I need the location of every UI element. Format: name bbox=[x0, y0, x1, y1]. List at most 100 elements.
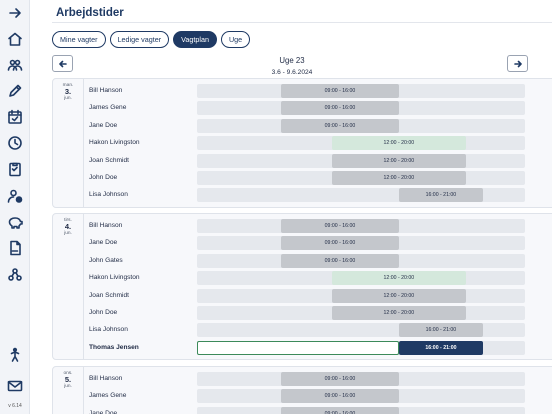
employee-name: John Doe bbox=[89, 174, 118, 181]
schedule-row[interactable]: Bill Hanson 09:00 - 16:00 bbox=[84, 218, 552, 235]
employee-name: James Gene bbox=[89, 392, 127, 400]
employee-name: Joan Schmidt bbox=[89, 291, 129, 299]
shift-bar[interactable]: 09:00 - 16:00 bbox=[281, 219, 399, 233]
schedule-row[interactable]: Jane Doe 09:00 - 16:00 bbox=[84, 235, 552, 252]
team-icon[interactable] bbox=[5, 55, 25, 75]
day-number: 3. bbox=[64, 87, 72, 96]
employee-name: Jane Doe bbox=[89, 121, 118, 129]
schedule-row[interactable]: Lisa Johnson 16:00 - 21:00 bbox=[84, 322, 552, 339]
schedule-row[interactable]: Lisa Johnson 16:00 - 21:00 bbox=[84, 187, 552, 204]
employee-name: Thomas Jensen bbox=[89, 343, 139, 351]
employee-name: Hakon Livingston bbox=[89, 139, 140, 147]
day-card: man. 3. jun. Bill Hanson 09:00 - 16:00 James … bbox=[52, 78, 552, 208]
schedule-row[interactable]: John Gates 09:00 - 16:00 bbox=[84, 253, 552, 270]
employee-name: Bill Hanson bbox=[89, 87, 123, 94]
shift-bar[interactable]: 09:00 - 16:00 bbox=[281, 236, 399, 251]
day-weekday: tirs. bbox=[64, 218, 72, 223]
shift-bar[interactable]: 09:00 - 16:00 bbox=[281, 101, 399, 116]
pdf-icon[interactable] bbox=[5, 238, 25, 258]
shift-track: 09:00 - 16:00 bbox=[197, 84, 525, 98]
shift-bar[interactable]: 16:00 - 21:00 bbox=[398, 340, 483, 355]
employee-name: Lisa Johnson bbox=[89, 191, 128, 199]
sidebar: v 6.14 bbox=[0, 0, 30, 414]
accessibility-icon[interactable] bbox=[5, 345, 25, 365]
collapse-arrow-icon[interactable] bbox=[5, 3, 25, 23]
day-month: jun. bbox=[64, 231, 72, 236]
shift-track: 09:00 - 16:00 bbox=[197, 219, 525, 233]
day-divider bbox=[83, 367, 84, 414]
shift-bar[interactable]: 12:00 - 20:00 bbox=[331, 306, 467, 320]
week-title: Uge 23 bbox=[279, 56, 305, 65]
main-content: Arbejdstider Mine vagter Ledige vagter V… bbox=[30, 0, 552, 414]
shift-track: 12:00 - 20:00 bbox=[197, 171, 525, 185]
calendar-check-icon[interactable] bbox=[5, 107, 25, 127]
clipboard-icon[interactable] bbox=[5, 159, 25, 179]
schedule-row[interactable]: Bill Hanson 09:00 - 16:00 bbox=[84, 371, 552, 388]
schedule-row[interactable]: Hakon Livingston 12:00 - 20:00 bbox=[84, 270, 552, 287]
schedule-row[interactable]: Joan Schmidt 12:00 - 20:00 bbox=[84, 288, 552, 305]
tab-ledige-vagter[interactable]: Ledige vagter bbox=[109, 31, 170, 48]
user-alert-icon[interactable] bbox=[5, 186, 25, 206]
shift-bar[interactable]: 09:00 - 16:00 bbox=[281, 389, 399, 404]
tab-mine-vagter[interactable]: Mine vagter bbox=[52, 31, 106, 48]
schedule-row[interactable]: James Gene 09:00 - 16:00 bbox=[84, 100, 552, 117]
schedule-row[interactable]: Hakon Livingston 12:00 - 20:00 bbox=[84, 135, 552, 152]
shift-track: 12:00 - 20:00 bbox=[197, 153, 525, 168]
employee-name: Joan Schmidt bbox=[89, 156, 129, 164]
employee-name: Bill Hanson bbox=[89, 222, 123, 229]
title-divider bbox=[52, 22, 552, 23]
shift-track: 16:00 - 21:00 bbox=[197, 188, 525, 203]
schedule-row[interactable]: John Doe 12:00 - 20:00 bbox=[84, 305, 552, 322]
day-number: 4. bbox=[64, 222, 72, 231]
employee-name: Jane Doe bbox=[89, 409, 118, 414]
week-date-range: 3.6 - 9.6.2024 bbox=[271, 69, 313, 76]
shift-track: 09:00 - 16:00 bbox=[197, 389, 525, 404]
shift-bar[interactable]: 09:00 - 16:00 bbox=[281, 372, 399, 386]
schedule-row[interactable]: Bill Hanson 09:00 - 16:00 bbox=[84, 83, 552, 100]
view-tabs: Mine vagter Ledige vagter Vagtplan Uge bbox=[52, 31, 251, 48]
shift-bar[interactable]: 16:00 - 21:00 bbox=[398, 188, 483, 203]
piggy-bank-icon[interactable] bbox=[5, 212, 25, 232]
clock-icon[interactable] bbox=[5, 133, 25, 153]
day-number: 5. bbox=[64, 375, 72, 384]
shift-track-outline bbox=[197, 340, 399, 355]
shift-track: 12:00 - 20:00 bbox=[197, 306, 525, 320]
shift-bar[interactable]: 12:00 - 20:00 bbox=[331, 271, 467, 286]
schedule-row[interactable]: Joan Schmidt 12:00 - 20:00 bbox=[84, 153, 552, 170]
previous-week-button[interactable] bbox=[52, 55, 73, 72]
shift-bar[interactable]: 12:00 - 20:00 bbox=[331, 288, 467, 303]
shift-track: 09:00 - 16:00 bbox=[197, 253, 525, 268]
version-label: v 6.14 bbox=[8, 403, 22, 409]
tab-vagtplan[interactable]: Vagtplan bbox=[173, 31, 217, 48]
shift-track: 12:00 - 20:00 bbox=[197, 136, 525, 151]
schedule-row[interactable]: James Gene 09:00 - 16:00 bbox=[84, 388, 552, 405]
schedule-row[interactable]: Jane Doe 09:00 - 16:00 bbox=[84, 406, 552, 414]
org-chart-icon[interactable] bbox=[5, 265, 25, 285]
home-icon[interactable] bbox=[5, 29, 25, 49]
shift-bar[interactable]: 09:00 - 16:00 bbox=[281, 118, 399, 133]
schedule-row[interactable]: John Doe 12:00 - 20:00 bbox=[84, 170, 552, 187]
shift-bar[interactable]: 12:00 - 20:00 bbox=[331, 153, 467, 168]
next-week-button[interactable] bbox=[507, 55, 528, 72]
shift-bar[interactable]: 09:00 - 16:00 bbox=[281, 406, 399, 414]
shift-bar[interactable]: 16:00 - 21:00 bbox=[398, 323, 483, 338]
shift-bar[interactable]: 12:00 - 20:00 bbox=[331, 171, 467, 185]
shift-bar[interactable]: 09:00 - 16:00 bbox=[281, 253, 399, 268]
day-card: ons. 5. jun. Bill Hanson 09:00 - 16:00 James … bbox=[52, 366, 552, 414]
schedule-row[interactable]: Jane Doe 09:00 - 16:00 bbox=[84, 118, 552, 135]
day-divider bbox=[83, 214, 84, 360]
tab-uge[interactable]: Uge bbox=[220, 31, 251, 48]
employee-name: Jane Doe bbox=[89, 239, 118, 247]
shift-track: 12:00 - 20:00 bbox=[197, 271, 525, 286]
employee-name: Bill Hanson bbox=[89, 375, 123, 382]
shift-bar[interactable]: 12:00 - 20:00 bbox=[331, 136, 467, 151]
arrow-left-icon bbox=[58, 60, 67, 67]
shift-track: 09:00 - 16:00 bbox=[197, 406, 525, 414]
mail-icon[interactable] bbox=[5, 376, 25, 396]
pencil-icon[interactable] bbox=[5, 81, 25, 101]
day-weekday: man. bbox=[62, 83, 74, 88]
shift-bar[interactable]: 09:00 - 16:00 bbox=[281, 84, 399, 98]
schedule-row[interactable]: Thomas Jensen 16:00 - 21:00 bbox=[84, 340, 552, 357]
shift-track: 09:00 - 16:00 bbox=[197, 118, 525, 133]
employee-name: Hakon Livingston bbox=[89, 274, 140, 282]
